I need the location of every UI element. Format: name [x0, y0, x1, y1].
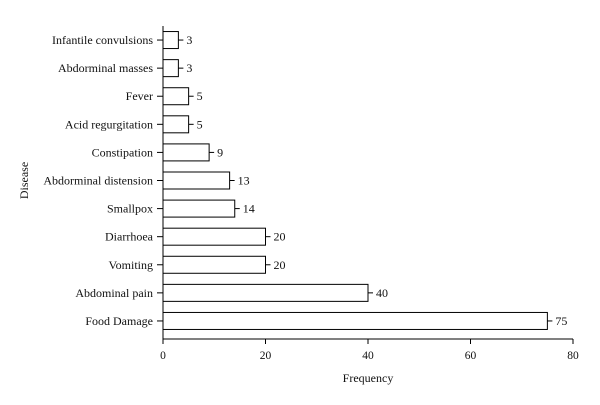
- x-tick-label-0: 0: [160, 350, 166, 362]
- category-label-0: Infantile convulsions: [52, 33, 153, 47]
- bar-8: [162, 255, 266, 274]
- bar-1: [162, 59, 179, 78]
- category-label-1: Abdorminal masses: [58, 61, 153, 75]
- bar-3: [162, 115, 190, 134]
- bar-2: [162, 87, 190, 106]
- x-tick-label-4: 80: [567, 350, 579, 362]
- bar-9: [162, 283, 369, 302]
- y-axis-title: Disease: [17, 162, 31, 199]
- bar-4: [162, 143, 210, 162]
- value-label-4: 9: [217, 145, 223, 159]
- x-axis-title: Frequency: [343, 371, 394, 385]
- bar-7: [162, 227, 266, 246]
- x-tick-label-2: 40: [362, 350, 374, 362]
- category-label-8: Vomiting: [109, 258, 153, 272]
- category-label-7: Diarrhoea: [105, 230, 154, 244]
- value-label-0: 3: [186, 33, 192, 47]
- bars-group: [157, 31, 548, 330]
- bar-10: [162, 311, 548, 330]
- category-label-5: Abdorminal distension: [43, 174, 153, 188]
- value-label-9: 40: [376, 286, 388, 300]
- value-label-1: 3: [186, 61, 192, 75]
- value-label-3: 5: [197, 117, 203, 131]
- value-label-10: 75: [555, 314, 567, 328]
- category-labels-group: Infantile convulsions Abdorminal masses Fe…: [43, 33, 153, 328]
- value-label-6: 14: [243, 202, 255, 216]
- category-label-2: Fever: [126, 89, 153, 103]
- category-label-4: Constipation: [92, 145, 153, 159]
- x-tick-label-1: 20: [260, 350, 272, 362]
- category-label-9: Abdominal pain: [75, 286, 153, 300]
- x-ticks-group: 0 20 40 60 80: [160, 339, 579, 362]
- value-label-8: 20: [274, 258, 286, 272]
- x-tick-label-3: 60: [465, 350, 477, 362]
- value-label-7: 20: [274, 230, 286, 244]
- bar-5: [162, 171, 231, 190]
- category-label-3: Acid regurgitation: [65, 117, 153, 131]
- category-label-10: Food Damage: [85, 314, 153, 328]
- value-label-5: 13: [238, 174, 250, 188]
- category-label-6: Smallpox: [107, 202, 153, 216]
- bar-0: [162, 31, 179, 50]
- bar-6: [162, 199, 236, 218]
- value-label-2: 5: [197, 89, 203, 103]
